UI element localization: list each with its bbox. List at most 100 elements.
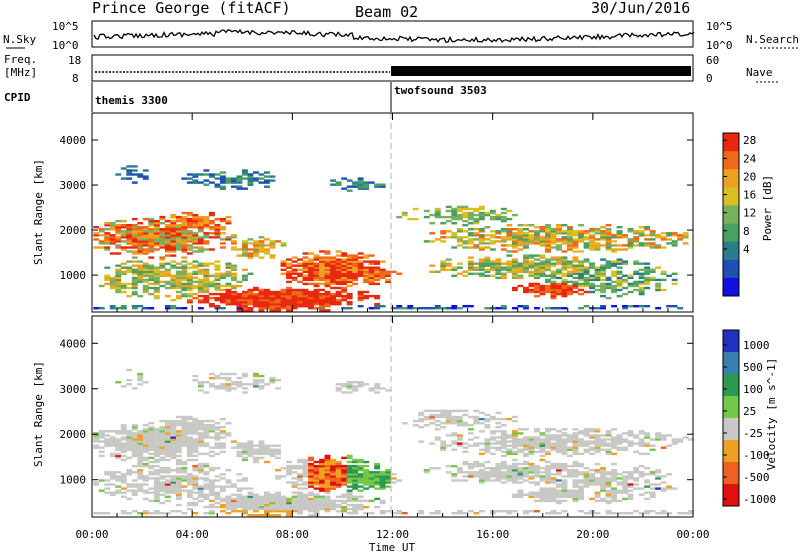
echo-cell bbox=[197, 383, 204, 386]
echo-cell bbox=[131, 268, 138, 271]
echo-cell bbox=[264, 497, 270, 501]
echo-cell bbox=[357, 183, 364, 186]
echo-cell bbox=[489, 479, 496, 482]
echo-cell bbox=[330, 260, 336, 263]
echo-cell bbox=[335, 274, 342, 277]
echo-cell bbox=[131, 232, 138, 235]
echo-cell bbox=[489, 234, 496, 237]
echo-cell bbox=[126, 234, 133, 237]
echo-cell bbox=[275, 469, 281, 472]
echo-cell bbox=[363, 512, 370, 515]
echo-cell bbox=[319, 460, 325, 464]
echo-cell bbox=[203, 248, 210, 251]
echo-cell bbox=[280, 503, 287, 507]
echo-cell bbox=[352, 499, 359, 503]
echo-cell bbox=[291, 483, 298, 486]
freq-label-2: [MHz] bbox=[4, 66, 37, 79]
echo-cell bbox=[644, 481, 651, 484]
echo-cell bbox=[534, 481, 540, 484]
echo-cell bbox=[242, 452, 248, 456]
echo-cell bbox=[330, 475, 336, 478]
echo-cell bbox=[153, 438, 160, 441]
echo-cell bbox=[319, 458, 325, 462]
echo-cell bbox=[258, 301, 265, 304]
echo-cell bbox=[319, 473, 325, 476]
echo-cell bbox=[644, 226, 651, 229]
echo-cell bbox=[120, 424, 127, 427]
echo-cell bbox=[109, 238, 116, 241]
echo-cell bbox=[220, 272, 226, 275]
echo-cell bbox=[186, 424, 193, 427]
echo-cell bbox=[214, 232, 221, 235]
echo-cell bbox=[589, 262, 595, 265]
echo-cell bbox=[159, 426, 166, 429]
echo-cell bbox=[115, 456, 122, 460]
echo-cell bbox=[682, 512, 689, 515]
echo-cell bbox=[153, 286, 160, 290]
echo-cell bbox=[528, 290, 535, 294]
echo-cell bbox=[572, 244, 579, 247]
echo-cell bbox=[231, 268, 237, 271]
echo-cell bbox=[368, 276, 375, 280]
echo-cell bbox=[120, 458, 127, 462]
echo-cell bbox=[120, 448, 127, 451]
echo-cell bbox=[440, 415, 447, 419]
echo-cell bbox=[528, 442, 535, 445]
echo-cell bbox=[203, 179, 210, 182]
echo-cell bbox=[302, 256, 309, 259]
echo-cell bbox=[319, 464, 325, 468]
echo-cell bbox=[341, 493, 348, 496]
echo-cell bbox=[605, 278, 612, 282]
echo-cell bbox=[385, 274, 392, 277]
echo-cell bbox=[561, 489, 568, 492]
echo-cell bbox=[346, 294, 353, 298]
echo-cell bbox=[456, 442, 463, 445]
echo-cell bbox=[175, 244, 182, 247]
echo-cell bbox=[638, 226, 645, 229]
echo-cell bbox=[478, 473, 485, 476]
echo-cell bbox=[131, 471, 138, 474]
echo-cell bbox=[346, 387, 353, 390]
echo-cell bbox=[302, 471, 309, 474]
echo-cell bbox=[308, 456, 314, 460]
echo-cell bbox=[616, 477, 623, 480]
echo-cell bbox=[308, 266, 314, 269]
echo-cell bbox=[594, 288, 601, 292]
echo-cell bbox=[242, 254, 248, 257]
echo-cell bbox=[115, 236, 122, 239]
echo-cell bbox=[247, 242, 254, 245]
echo-cell bbox=[208, 419, 215, 423]
echo-cell bbox=[324, 262, 331, 265]
colorbar-swatch bbox=[723, 205, 739, 225]
echo-cell bbox=[638, 286, 645, 290]
echo-cell bbox=[120, 236, 127, 239]
echo-cell bbox=[275, 497, 281, 501]
echo-cell bbox=[500, 481, 507, 484]
echo-cell bbox=[644, 268, 651, 271]
echo-cell bbox=[197, 419, 204, 423]
echo-cell bbox=[120, 454, 127, 458]
echo-cell bbox=[363, 187, 370, 190]
echo-cell bbox=[616, 284, 623, 288]
echo-cell bbox=[164, 307, 171, 310]
echo-cell bbox=[186, 173, 193, 176]
echo-cell bbox=[203, 234, 210, 237]
echo-cell bbox=[137, 278, 144, 282]
echo-cell bbox=[677, 238, 684, 241]
echo-cell bbox=[159, 232, 166, 235]
echo-cell bbox=[368, 481, 375, 484]
echo-cell bbox=[247, 507, 254, 511]
echo-cell bbox=[170, 481, 177, 484]
echo-cell bbox=[175, 230, 182, 233]
echo-cell bbox=[561, 236, 568, 239]
echo-cell bbox=[578, 471, 584, 474]
echo-cell bbox=[677, 236, 684, 239]
echo-cell bbox=[275, 514, 281, 517]
echo-cell bbox=[567, 248, 573, 251]
echo-cell bbox=[291, 301, 298, 304]
echo-cell bbox=[467, 475, 474, 478]
echo-cell bbox=[115, 448, 122, 451]
echo-cell bbox=[225, 222, 232, 225]
echo-cell bbox=[131, 454, 138, 458]
echo-cell bbox=[242, 252, 248, 255]
